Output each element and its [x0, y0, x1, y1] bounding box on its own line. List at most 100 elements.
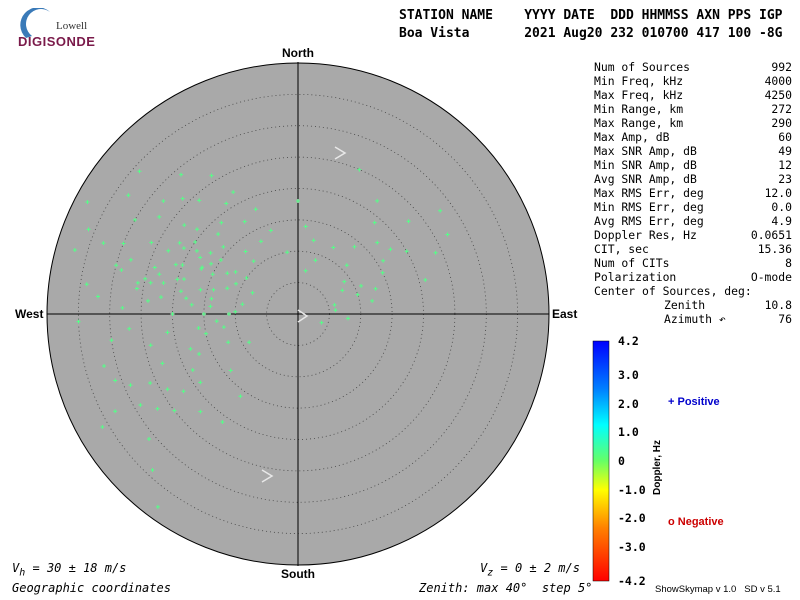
source-point: [181, 389, 186, 394]
colorbar-tick-label: 4.2: [618, 334, 639, 348]
stat-row: Avg RMS Err, deg 4.9: [594, 214, 792, 228]
stat-label: Max SNR Amp, dB: [594, 144, 697, 158]
source-point: [228, 368, 233, 373]
source-point: [135, 280, 140, 285]
stat-row: Min Freq, kHz 4000: [594, 74, 792, 88]
label-east: East: [552, 307, 577, 321]
source-point: [172, 408, 177, 413]
stat-label: CIT, sec: [594, 242, 649, 256]
stat-value: 290: [771, 116, 792, 130]
source-point: [198, 255, 203, 260]
stat-row: Num of Sources 992: [594, 60, 792, 74]
stat-label: Min Freq, kHz: [594, 74, 684, 88]
stat-row: Max Amp, dB 60: [594, 130, 792, 144]
stat-value: 0.0: [771, 200, 792, 214]
source-point: [109, 338, 114, 343]
source-point: [370, 298, 375, 303]
source-point: [226, 312, 231, 316]
version-label: ShowSkymap v 1.0 SD v 5.1: [655, 584, 781, 595]
source-point: [152, 265, 157, 270]
source-point: [208, 250, 213, 255]
source-point: [128, 257, 133, 262]
colorbar-tick-label: 0: [618, 454, 625, 468]
source-point: [209, 173, 214, 178]
stat-label: Doppler Res, Hz: [594, 228, 697, 242]
source-point: [344, 263, 349, 268]
source-point: [121, 241, 126, 246]
source-point: [303, 224, 308, 229]
source-point: [375, 198, 380, 203]
stat-value: 60: [778, 130, 792, 144]
label-north: North: [282, 46, 314, 60]
source-point: [198, 409, 203, 414]
stat-value: 4.9: [771, 214, 792, 228]
label-south: South: [281, 567, 315, 581]
source-point: [126, 193, 131, 198]
source-point: [203, 331, 208, 336]
vz-symbol: V: [480, 561, 488, 575]
stat-label: Azimuth ↶: [664, 312, 726, 326]
digisonde-logo: Lowell DIGISONDE: [8, 8, 95, 50]
source-point: [194, 248, 199, 253]
stat-label: Zenith: [664, 298, 706, 312]
source-point: [113, 409, 118, 414]
stat-row: Min RMS Err, deg 0.0: [594, 200, 792, 214]
source-point: [357, 167, 362, 172]
stat-value: 992: [771, 60, 792, 74]
source-point: [238, 394, 243, 399]
source-point: [313, 258, 318, 263]
source-point: [404, 249, 409, 254]
source-point: [195, 227, 200, 232]
horizontal-velocity: Vh = 30 ± 18 m/s: [12, 561, 126, 578]
source-point: [225, 286, 230, 291]
source-point: [210, 272, 215, 277]
source-point: [119, 267, 124, 272]
source-point: [242, 219, 247, 224]
source-point: [181, 277, 186, 282]
source-point: [158, 295, 163, 300]
colorbar-tick-label: -3.0: [618, 539, 646, 554]
source-point: [346, 316, 351, 321]
direction-arrows: [261, 146, 347, 483]
stat-row: Max Freq, kHz 4250: [594, 88, 792, 102]
stat-value: 12: [778, 158, 792, 172]
stat-value: 272: [771, 102, 792, 116]
stat-label: Max Freq, kHz: [594, 88, 684, 102]
stat-value: 4000: [764, 74, 792, 88]
stat-row: Doppler Res, Hz 0.0651: [594, 228, 792, 242]
source-point: [226, 340, 231, 345]
stat-label: Num of Sources: [594, 60, 691, 74]
source-point: [332, 302, 337, 307]
stat-row: Avg SNR Amp, dB 23: [594, 172, 792, 186]
source-point: [250, 290, 255, 295]
source-point: [165, 330, 170, 335]
source-point: [155, 406, 160, 411]
stat-label: Max Amp, dB: [594, 130, 670, 144]
source-point: [180, 262, 185, 267]
source-point: [244, 276, 249, 281]
source-point: [268, 228, 273, 233]
source-point: [438, 208, 443, 213]
arrow-marker-icon: [334, 146, 347, 160]
stat-row: Polarization O-mode: [594, 270, 792, 284]
coordinates-note: Geographic coordinates: [12, 581, 171, 595]
source-point: [170, 312, 175, 316]
source-point: [359, 283, 364, 288]
source-point: [134, 286, 139, 291]
colorbar-tick-label: 2.0: [618, 396, 639, 411]
legend-positive: + Positive: [668, 396, 720, 408]
stat-value: 8: [785, 256, 792, 270]
header-values: Boa Vista 2021 Aug20 232 010700 417 100 …: [399, 26, 783, 41]
source-point: [218, 258, 223, 263]
source-point: [251, 259, 256, 264]
source-point: [161, 199, 166, 204]
source-point: [197, 198, 202, 203]
source-point: [180, 196, 185, 201]
source-point: [214, 319, 219, 324]
source-point: [181, 246, 186, 251]
source-point: [188, 346, 193, 351]
source-point: [85, 200, 90, 205]
source-point: [224, 201, 229, 206]
source-point: [221, 244, 226, 249]
